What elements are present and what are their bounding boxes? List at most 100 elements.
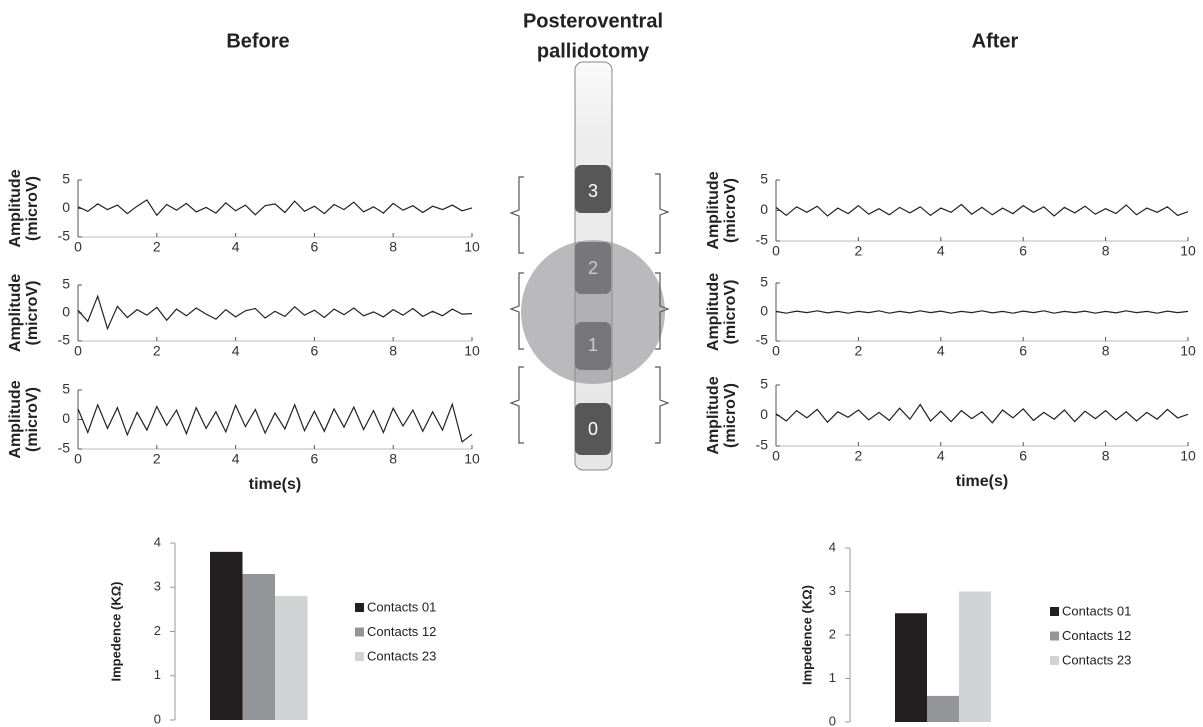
x-tick-label: 6 [1019,243,1027,259]
signal-line [77,402,473,443]
legend-label: Contacts 01 [1062,603,1131,618]
electrode: 3 2 1 0 [509,61,670,471]
legend-swatch [1050,631,1059,641]
signal-line [77,294,473,331]
x-tick-label: 0 [74,451,82,467]
y-tick-label: 4 [154,534,161,549]
y-axis-label: (microV) [722,178,739,243]
y-tick-label: -5 [58,228,71,244]
y-axis-label: Amplitude [7,380,24,458]
signal-line [77,199,473,217]
x-tick-label: 10 [464,451,480,467]
x-tick-label: 4 [232,343,240,359]
y-tick-label: -5 [756,332,769,348]
bar-chart: 0 1 2 3 4 Contacts 01 Contacts 12 Contacts 23 Im… [108,534,436,726]
contact-label: 3 [588,181,598,201]
before-title: Before [226,30,289,52]
x-tick-label: 2 [855,448,863,464]
legend-swatch [355,652,364,661]
y-tick-label: 0 [62,199,70,215]
contact-label: 1 [588,335,598,355]
x-axis-label: time(s) [249,476,301,493]
y-axis-label: (microV) [24,176,41,241]
bracket [509,176,524,254]
y-tick-label: 0 [62,304,70,320]
legend-label: Contacts 01 [367,599,436,614]
x-tick-label: 0 [772,448,780,464]
x-tick-label: 6 [311,343,319,359]
y-axis-label: Amplitude [7,274,24,352]
x-tick-label: 10 [1180,343,1196,359]
y-tick-label: -5 [756,232,769,248]
contact-label: 2 [588,258,598,278]
x-tick-label: 4 [937,243,945,259]
x-axis-label: time(s) [956,473,1008,490]
y-axis-label: Amplitude [705,376,722,454]
x-tick-label: 10 [464,239,480,255]
signal-line [775,310,1189,314]
y-axis-label: Amplitude [7,169,24,247]
y-axis-label: Amplitude [705,273,722,351]
x-tick-label: 2 [855,343,863,359]
y-tick-label: 0 [760,303,768,319]
y-tick-label: 5 [62,381,70,397]
y-tick-label: 0 [154,711,161,726]
x-tick-label: 2 [153,343,161,359]
contact [575,165,611,213]
x-tick-label: 8 [389,239,397,255]
contact [575,403,611,455]
y-axis-label: Impedence (KΩ) [799,585,814,685]
x-tick-label: 2 [153,451,161,467]
y-tick-label: 2 [154,623,161,638]
x-tick-label: 8 [389,343,397,359]
bracket [655,366,670,444]
x-tick-label: 2 [153,239,161,255]
bar [927,695,959,722]
brackets [509,173,670,444]
x-tick-label: 0 [74,239,82,255]
x-tick-label: 10 [1180,243,1196,259]
legend-swatch [355,627,364,637]
bar [895,613,927,722]
y-axis-label: Amplitude [705,171,722,249]
y-axis-label: Impedence (KΩ) [108,582,123,682]
y-tick-label: -5 [58,440,71,456]
x-tick-label: 0 [772,343,780,359]
lesion [521,240,665,384]
legend-label: Contacts 12 [1062,628,1131,643]
legend-label: Contacts 12 [367,624,436,639]
y-tick-label: 0 [829,713,836,727]
legend-label: Contacts 23 [367,648,436,663]
y-tick-label: 0 [760,406,768,422]
procedure-title: Posteroventral [523,10,663,32]
legend-swatch [355,603,364,612]
bracket [509,272,524,350]
y-tick-label: 5 [760,376,768,392]
legend-label: Contacts 23 [1062,652,1131,667]
after-title: After [972,30,1019,52]
y-axis-label: (microV) [722,383,739,448]
bracket [509,366,524,444]
y-tick-label: 1 [154,667,161,682]
x-tick-label: 10 [464,343,480,359]
legend-swatch [1050,607,1059,616]
x-tick-label: 6 [311,239,319,255]
x-tick-label: 4 [232,451,240,467]
x-tick-label: 4 [937,448,945,464]
bracket [655,272,670,350]
x-tick-label: 0 [772,243,780,259]
procedure-title: pallidotomy [537,40,650,62]
x-tick-label: 6 [1019,343,1027,359]
y-tick-label: 4 [829,539,836,554]
bar [275,596,308,720]
contact-label: 0 [588,419,598,439]
y-tick-label: 5 [62,276,70,292]
y-tick-label: 3 [829,583,836,598]
